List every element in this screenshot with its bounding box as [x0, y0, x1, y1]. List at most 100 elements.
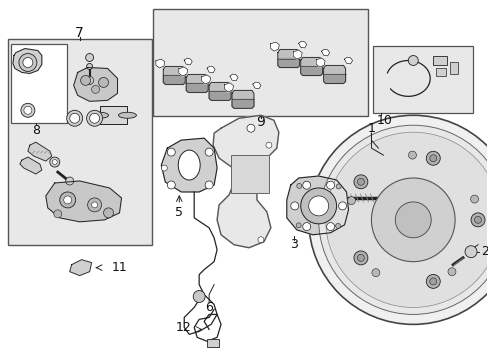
Polygon shape [229, 74, 238, 81]
Polygon shape [213, 115, 278, 248]
Text: 10: 10 [376, 114, 391, 127]
Circle shape [52, 159, 57, 165]
Polygon shape [252, 82, 261, 89]
Text: 2: 2 [480, 245, 488, 258]
Polygon shape [300, 58, 322, 76]
Bar [153, 9, 368, 116]
Bar [8, 39, 152, 245]
Circle shape [193, 291, 205, 302]
Polygon shape [46, 181, 121, 222]
Text: 12: 12 [175, 321, 191, 334]
Polygon shape [270, 42, 279, 51]
Text: 6: 6 [205, 301, 213, 314]
Circle shape [447, 268, 455, 276]
Ellipse shape [90, 112, 108, 118]
Circle shape [54, 210, 61, 218]
Circle shape [257, 237, 264, 243]
Polygon shape [161, 138, 217, 192]
Polygon shape [277, 59, 299, 67]
Polygon shape [28, 142, 52, 161]
Circle shape [167, 148, 175, 156]
Circle shape [99, 77, 108, 87]
Circle shape [167, 181, 175, 189]
Circle shape [302, 181, 310, 189]
Bar [435, 68, 445, 76]
Polygon shape [20, 157, 42, 174]
Polygon shape [13, 49, 42, 73]
Circle shape [103, 208, 113, 218]
Polygon shape [321, 49, 329, 56]
Polygon shape [224, 83, 233, 92]
Circle shape [86, 110, 102, 126]
Circle shape [426, 151, 439, 165]
Polygon shape [232, 90, 253, 108]
Circle shape [308, 196, 328, 216]
Circle shape [464, 246, 476, 258]
Circle shape [318, 125, 488, 314]
Polygon shape [344, 57, 352, 64]
Circle shape [85, 76, 93, 84]
Circle shape [429, 278, 436, 285]
Polygon shape [300, 67, 322, 76]
Circle shape [326, 181, 334, 189]
Circle shape [85, 54, 93, 62]
Polygon shape [286, 176, 348, 235]
Circle shape [205, 181, 213, 189]
Circle shape [70, 113, 80, 123]
Circle shape [353, 251, 367, 265]
Circle shape [426, 274, 439, 288]
Circle shape [394, 202, 430, 238]
Polygon shape [209, 82, 230, 100]
Circle shape [357, 178, 364, 185]
Bar [207, 339, 219, 347]
Polygon shape [232, 99, 253, 108]
Polygon shape [277, 50, 299, 67]
Circle shape [296, 183, 301, 188]
Circle shape [371, 178, 454, 262]
Text: 7: 7 [75, 26, 84, 40]
Circle shape [66, 110, 82, 126]
Circle shape [302, 222, 310, 230]
Circle shape [371, 269, 379, 276]
Polygon shape [70, 260, 91, 276]
Text: 1: 1 [367, 122, 375, 135]
Circle shape [347, 197, 355, 204]
Polygon shape [323, 66, 345, 84]
Circle shape [335, 184, 341, 189]
Bar [11, 44, 66, 123]
Circle shape [19, 54, 37, 71]
Circle shape [407, 55, 417, 66]
Circle shape [338, 202, 346, 210]
Circle shape [265, 142, 271, 148]
Polygon shape [186, 75, 208, 93]
Circle shape [50, 157, 60, 167]
Polygon shape [156, 59, 164, 68]
Circle shape [407, 151, 416, 159]
Circle shape [296, 223, 301, 228]
Circle shape [23, 58, 33, 67]
Ellipse shape [118, 112, 136, 118]
Text: 3: 3 [289, 238, 297, 251]
Text: 4: 4 [352, 235, 360, 248]
Circle shape [65, 177, 74, 185]
Circle shape [24, 106, 32, 114]
Polygon shape [209, 91, 230, 100]
Circle shape [60, 192, 76, 208]
Polygon shape [201, 75, 210, 84]
Circle shape [21, 103, 35, 117]
Circle shape [473, 216, 481, 223]
Text: 8: 8 [32, 124, 40, 137]
Circle shape [205, 148, 213, 156]
Polygon shape [163, 76, 185, 84]
Polygon shape [293, 50, 302, 59]
Circle shape [353, 175, 367, 189]
Polygon shape [298, 41, 306, 48]
Circle shape [429, 155, 436, 162]
Circle shape [91, 202, 98, 208]
Polygon shape [163, 67, 185, 84]
Text: 5: 5 [175, 206, 183, 219]
Text: 11: 11 [111, 261, 127, 274]
Bar [373, 46, 472, 113]
Polygon shape [316, 58, 325, 67]
Circle shape [326, 222, 334, 230]
